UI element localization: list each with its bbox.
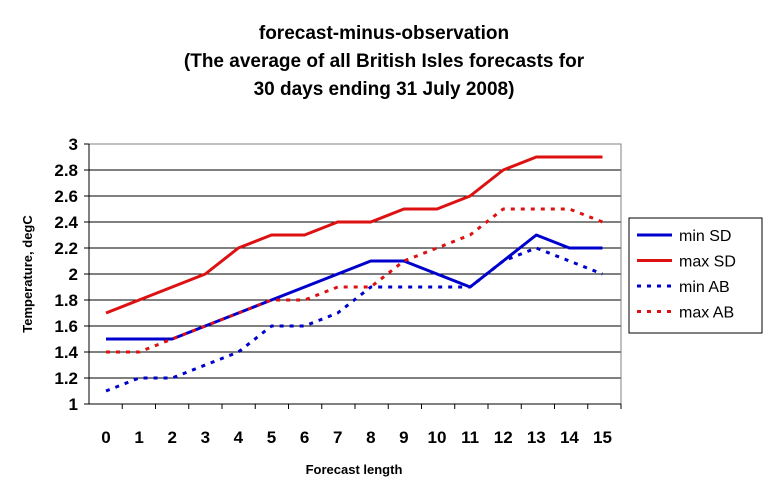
- x-tick-label: 4: [234, 428, 244, 447]
- x-tick-labels: 0 1 2 3 4 5 6 7 8 9 10 11 12 13 14 15: [101, 428, 612, 447]
- x-tick-label: 9: [399, 428, 408, 447]
- y-tick-label: 2.2: [54, 239, 78, 258]
- x-tick-label: 5: [267, 428, 276, 447]
- legend: min SD max SD min AB max AB: [628, 217, 763, 334]
- y-tick-label: 2: [69, 265, 78, 284]
- y-tick-label: 2.4: [54, 213, 78, 232]
- x-tick-label: 13: [527, 428, 546, 447]
- x-tick-label: 10: [428, 428, 447, 447]
- chart-title-line-2: (The average of all British Isles foreca…: [183, 51, 585, 72]
- x-tick-label: 14: [560, 428, 579, 447]
- y-tick-label: 1.6: [54, 317, 78, 336]
- y-tick-label: 2.8: [54, 161, 78, 180]
- axes: [84, 143, 622, 409]
- chart-title-line-1: forecast-minus-observation: [258, 23, 510, 44]
- x-axis-label: Forecast length: [306, 462, 403, 477]
- x-tick-label: 6: [300, 428, 309, 447]
- x-tick-label: 1: [134, 428, 143, 447]
- y-tick-label: 1.8: [54, 291, 78, 310]
- legend-label: min SD: [679, 228, 731, 245]
- legend-label: min AB: [679, 279, 730, 296]
- y-axis-label: Temperature, degC: [20, 215, 35, 333]
- chart-title: forecast-minus-observation (The average …: [0, 20, 768, 104]
- chart-title-line-3: 30 days ending 31 July 2008): [253, 79, 515, 100]
- legend-box: [628, 217, 763, 334]
- y-tick-label: 1.2: [54, 369, 78, 388]
- legend-label: max SD: [679, 254, 736, 271]
- series-line-min-ab: [105, 246, 604, 393]
- y-tick-labels: 1 1.2 1.4 1.6 1.8 2 2.2 2.4 2.6 2.8 3: [54, 135, 78, 414]
- x-tick-label: 12: [494, 428, 513, 447]
- x-tick-label: 15: [593, 428, 612, 447]
- y-tick-label: 1.4: [54, 343, 78, 362]
- series-line-min-sd: [106, 233, 603, 341]
- x-tick-label: 7: [333, 428, 342, 447]
- x-tick-label: 11: [461, 428, 479, 447]
- series-lines: [105, 155, 604, 393]
- y-tick-label: 2.6: [54, 187, 78, 206]
- x-tick-label: 2: [167, 428, 176, 447]
- series-line-max-sd: [105, 155, 603, 315]
- gridlines: [89, 169, 621, 379]
- legend-label: max AB: [679, 305, 734, 322]
- y-tick-label: 1: [69, 395, 78, 414]
- x-tick-label: 0: [101, 428, 110, 447]
- x-tick-label: 3: [201, 428, 210, 447]
- series-line-max-ab: [106, 207, 604, 354]
- y-tick-label: 3: [69, 135, 78, 154]
- x-tick-label: 8: [366, 428, 375, 447]
